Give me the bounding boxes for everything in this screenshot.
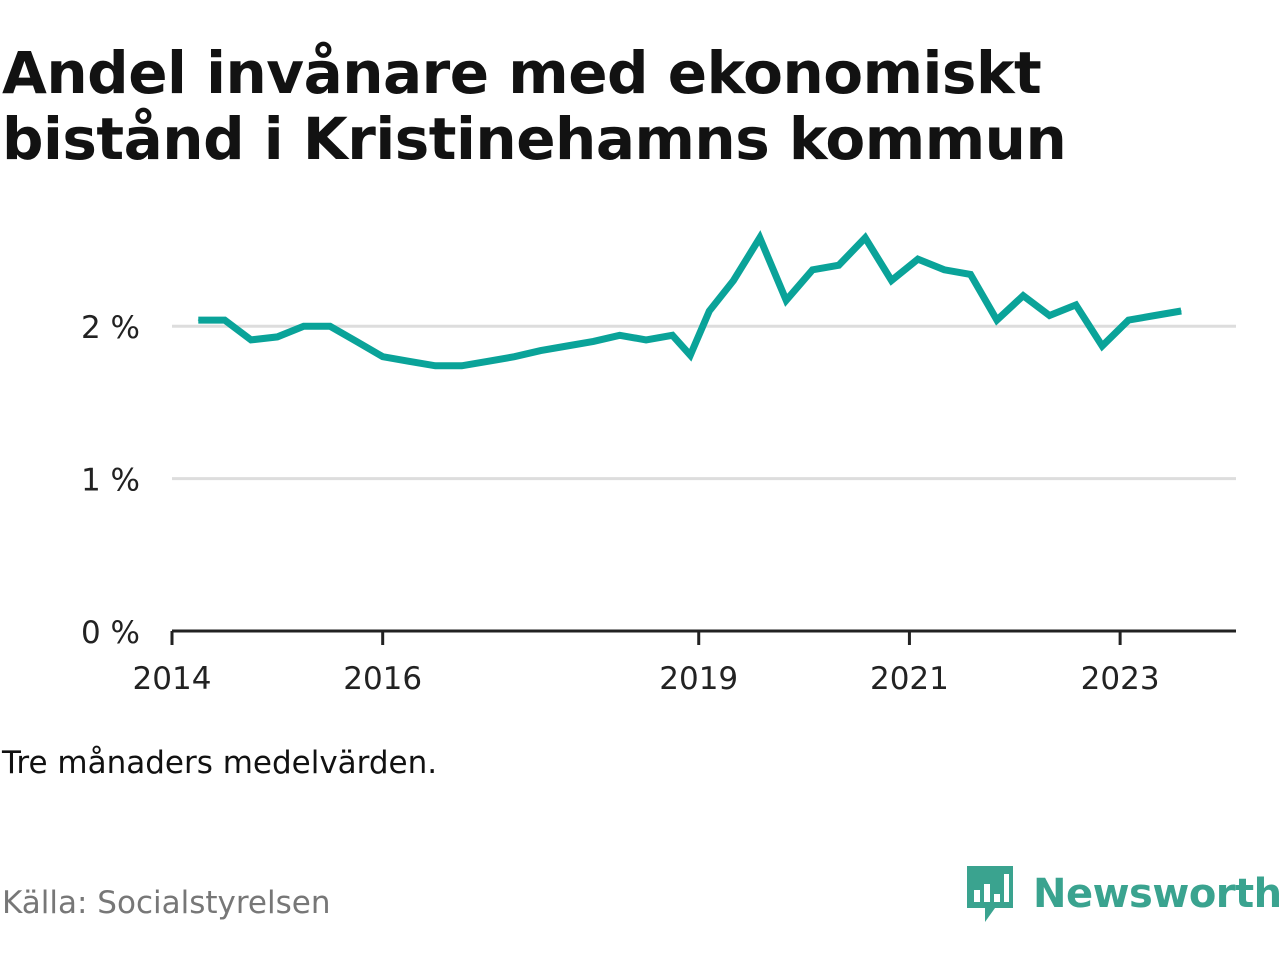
data-point: [1022, 295, 1024, 297]
y-axis-labels: 0 % 1 % 2 %: [81, 310, 140, 651]
data-point: [1075, 304, 1077, 306]
data-point: [812, 269, 813, 271]
data-point: [382, 356, 384, 358]
brand-logo[interactable]: Newsworthy: [965, 864, 1280, 924]
data-point: [434, 365, 436, 367]
y-tick-label: 0 %: [81, 615, 140, 651]
series-line: [198, 230, 1182, 370]
brand-name: Newsworthy: [1033, 871, 1280, 917]
source-label: Källa: Socialstyrelsen: [2, 885, 331, 921]
line-chart: 0 % 1 % 2 % 2014 2016 2019 2021 2023: [81, 230, 1236, 697]
data-point: [759, 237, 761, 239]
data-point: [224, 319, 226, 321]
y-tick-label: 1 %: [81, 463, 140, 499]
series-layer: [197, 230, 1182, 370]
data-point: [1180, 310, 1182, 312]
y-tick-label: 2 %: [81, 310, 140, 346]
data-point: [1101, 345, 1103, 347]
x-tick-label: 2021: [870, 661, 949, 697]
data-point: [461, 365, 463, 367]
x-tick-label: 2019: [659, 661, 738, 697]
data-point: [276, 336, 278, 338]
data-point: [619, 334, 621, 336]
chart-note: Tre månaders medelvärden.: [2, 745, 438, 781]
data-point: [540, 350, 542, 352]
data-point: [733, 280, 734, 281]
data-point: [917, 258, 919, 260]
data-point: [592, 340, 594, 342]
x-tick-label: 2023: [1081, 661, 1160, 697]
data-point: [671, 334, 673, 336]
data-point: [566, 345, 568, 347]
data-point: [487, 360, 489, 362]
data-point: [645, 339, 647, 341]
data-point: [197, 319, 199, 321]
data-point: [891, 280, 892, 281]
x-tick-label: 2016: [343, 661, 422, 697]
data-point: [708, 310, 710, 312]
grid-layer: [172, 324, 1236, 481]
data-point: [408, 360, 410, 362]
data-point: [355, 340, 357, 342]
data-point: [329, 325, 331, 327]
x-axis: 2014 2016 2019 2021 2023: [133, 629, 1236, 697]
data-point: [1128, 319, 1129, 321]
data-point: [943, 269, 945, 271]
data-point: [1049, 315, 1050, 316]
data-point: [838, 264, 840, 266]
data-point: [250, 339, 252, 341]
x-tick-label: 2014: [133, 661, 212, 697]
newsworthy-bar-chart-icon: [967, 866, 1013, 922]
chart-title: Andel invånare med ekonomiskt bistånd i …: [2, 39, 1067, 173]
data-point: [996, 319, 998, 321]
data-point: [785, 299, 787, 301]
data-point: [1154, 315, 1156, 316]
data-point: [513, 356, 515, 358]
data-point: [970, 273, 971, 275]
data-point: [689, 354, 691, 356]
data-point: [303, 325, 305, 327]
data-point: [864, 237, 866, 239]
